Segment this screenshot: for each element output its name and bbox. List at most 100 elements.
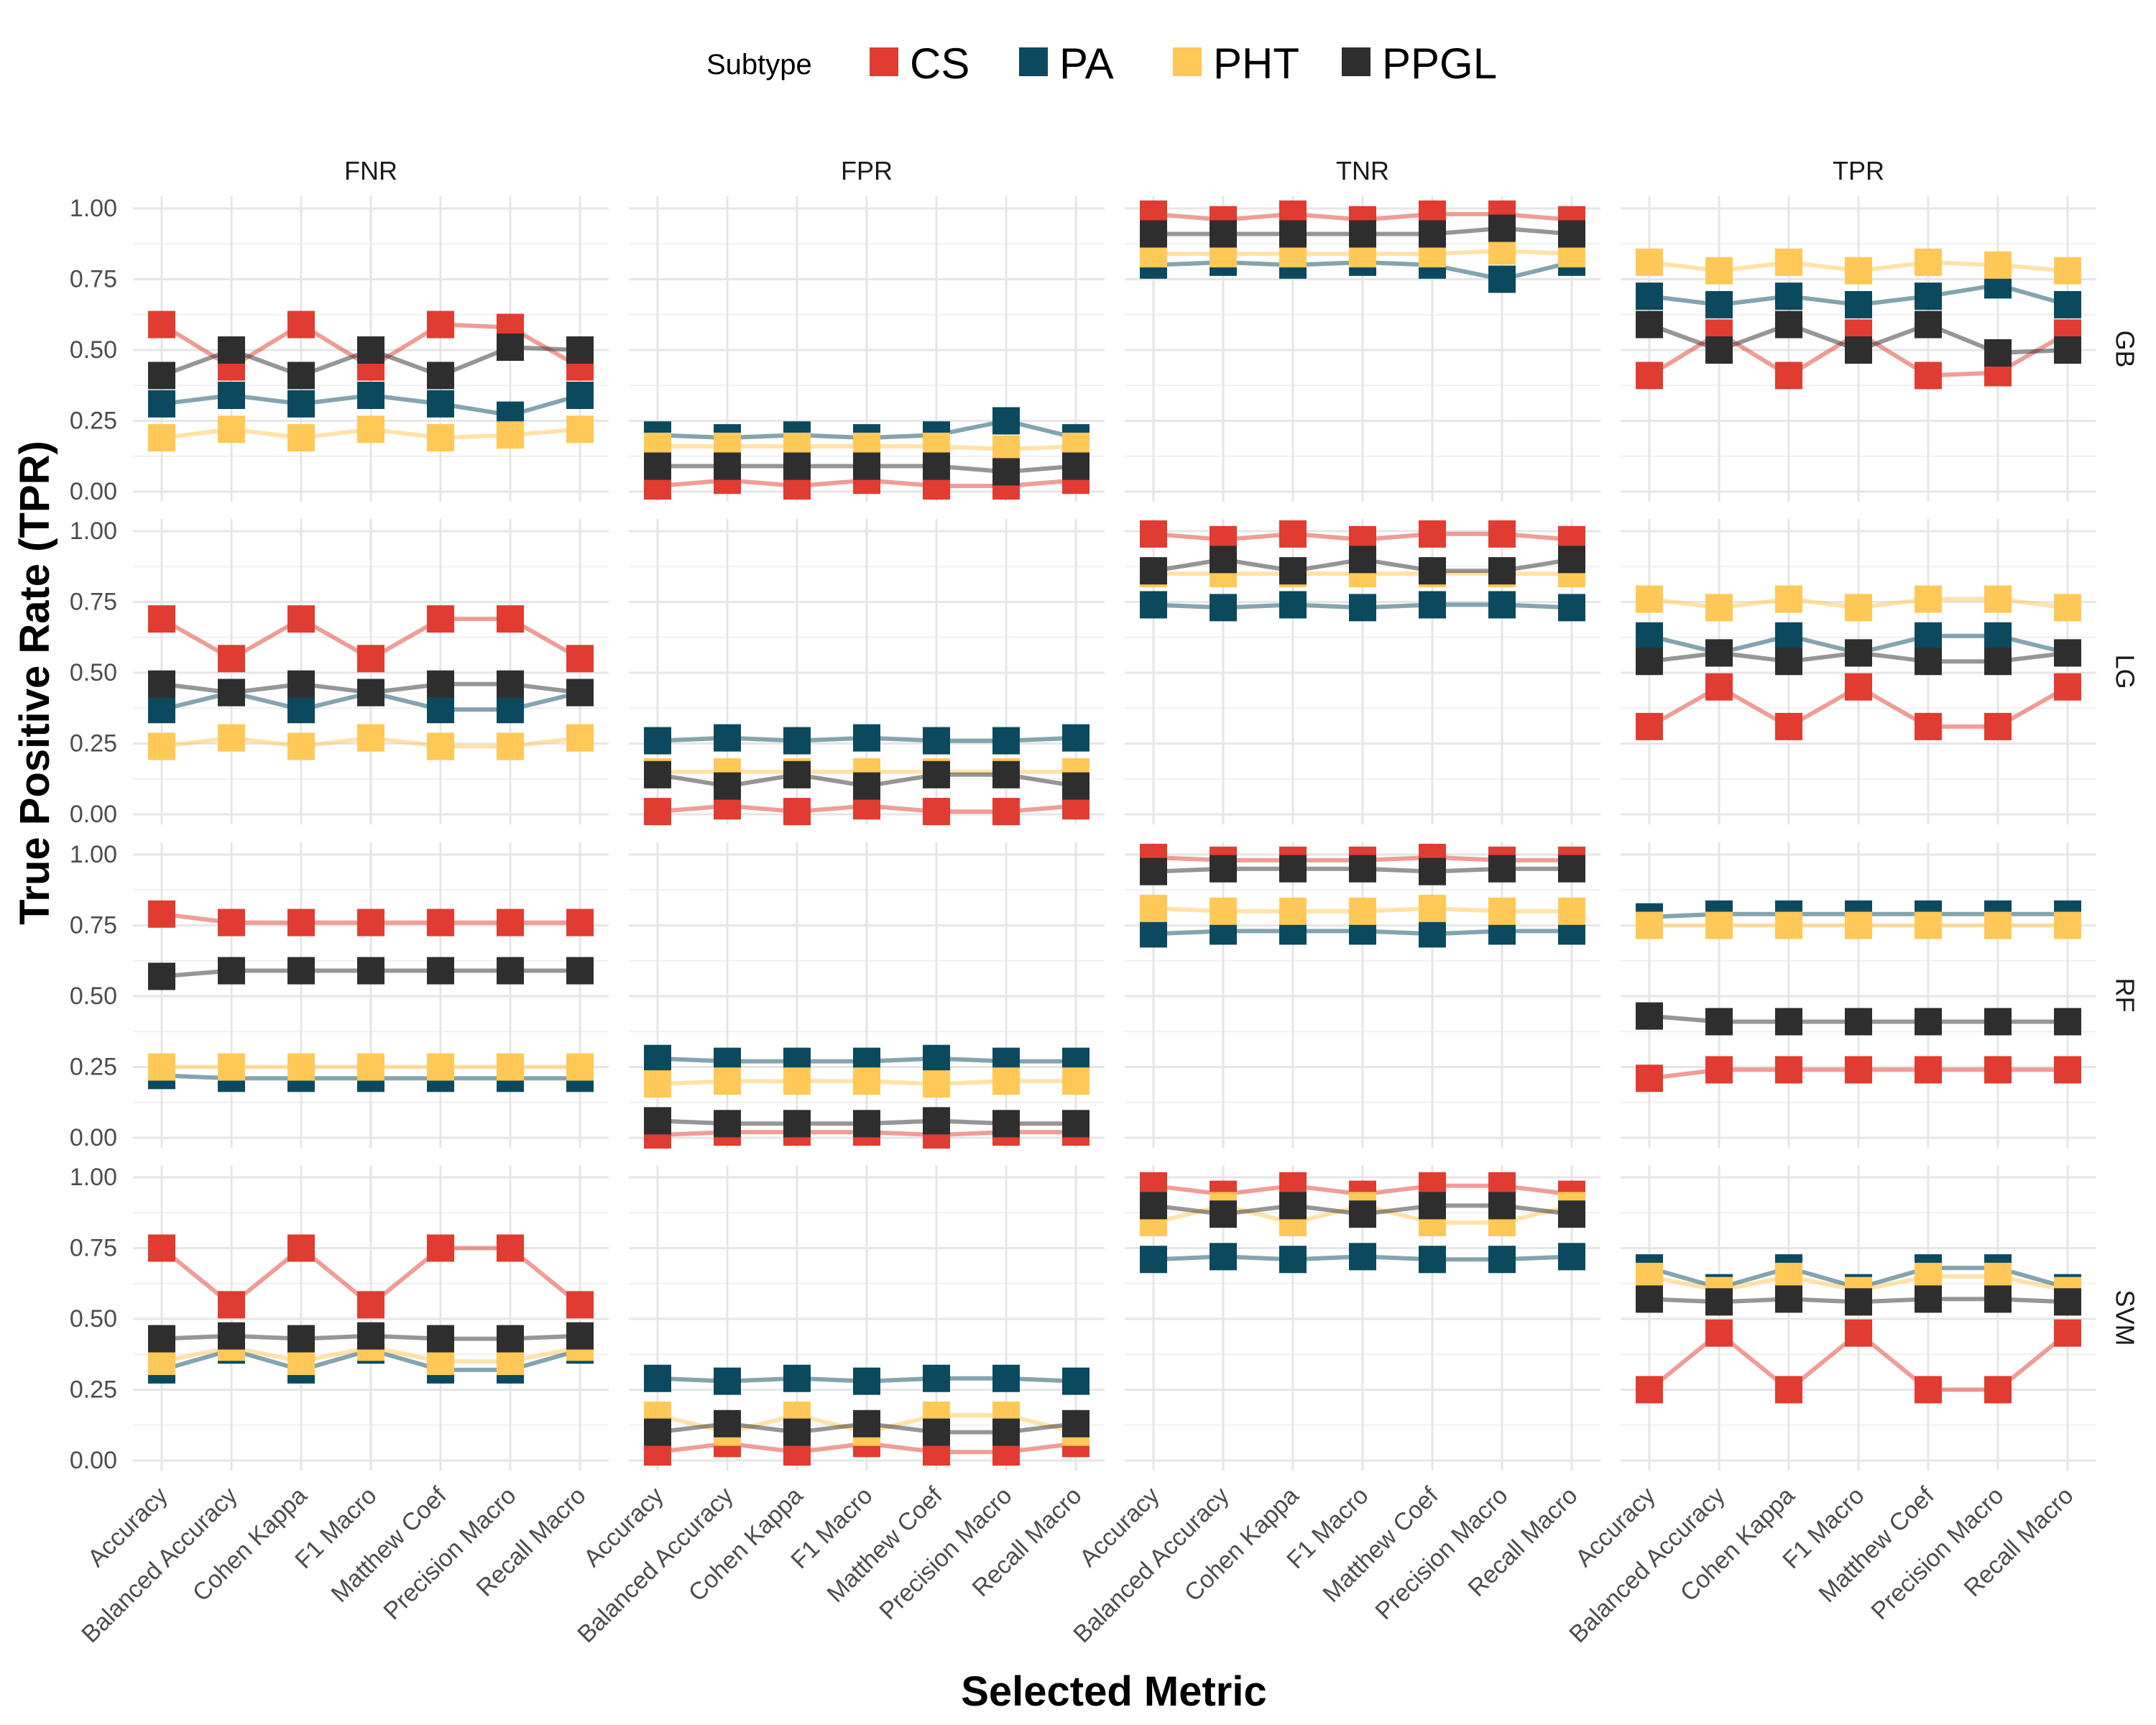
data-point — [1705, 594, 1733, 622]
data-point — [1349, 855, 1376, 883]
data-point — [427, 424, 454, 452]
data-point — [1775, 1008, 1802, 1036]
data-point — [1636, 1285, 1663, 1313]
data-point — [218, 724, 245, 752]
legend-title: Subtype — [706, 49, 812, 80]
legend-key — [870, 47, 898, 76]
data-point — [1062, 772, 1089, 800]
data-point — [2054, 594, 2081, 622]
data-point — [1210, 546, 1237, 574]
data-point — [1845, 257, 1872, 285]
y-tick-label: 0.75 — [70, 266, 117, 293]
data-point — [783, 1364, 811, 1392]
markers-RF-TNR-PPGL — [1140, 855, 1585, 886]
data-point — [497, 421, 524, 449]
data-point — [1140, 894, 1167, 922]
data-point — [148, 670, 175, 698]
markers-LG-TPR-PHT — [1636, 585, 2081, 622]
legend-key — [1173, 47, 1202, 76]
data-point — [1915, 622, 1942, 650]
markers-SVM-TPR-PPGL — [1636, 1285, 2081, 1316]
data-point — [714, 772, 741, 800]
data-point — [1705, 1319, 1733, 1347]
data-point — [1279, 557, 1307, 585]
data-point — [357, 415, 384, 443]
data-point — [1705, 1056, 1733, 1084]
y-tick-label: 0.75 — [70, 1235, 117, 1262]
data-point — [148, 1234, 175, 1262]
data-point — [1140, 520, 1167, 548]
data-point — [427, 908, 454, 937]
markers-GB-TNR-PPGL — [1140, 214, 1585, 248]
data-point — [427, 1234, 454, 1262]
data-point — [287, 696, 315, 724]
markers-SVM-FNR-PPGL — [148, 1322, 594, 1353]
data-point — [1775, 310, 1802, 339]
data-point — [1775, 362, 1802, 390]
data-point — [1915, 1008, 1942, 1036]
data-point — [357, 724, 384, 752]
data-point — [923, 760, 950, 788]
data-point — [1845, 673, 1872, 701]
data-point — [853, 1110, 880, 1138]
data-point — [1636, 1002, 1663, 1030]
strip-label: TPR — [1833, 156, 1884, 185]
data-point — [1915, 310, 1942, 339]
data-point — [357, 957, 384, 985]
strip-label: LG — [2111, 654, 2140, 689]
data-point — [1279, 1246, 1307, 1274]
data-point — [1775, 1056, 1802, 1084]
y-tick-label: 0.00 — [70, 801, 117, 828]
markers-LG-FNR-PPGL — [148, 670, 594, 707]
markers-SVM-TNR-PPGL — [1140, 1192, 1585, 1228]
data-point — [644, 1364, 671, 1392]
data-point — [1775, 712, 1802, 740]
y-tick-label: 0.25 — [70, 408, 117, 435]
data-point — [853, 452, 880, 480]
data-point — [923, 1070, 950, 1098]
data-point — [992, 727, 1020, 755]
markers-SVM-FPR-PA — [644, 1364, 1089, 1395]
data-point — [1984, 648, 2012, 676]
data-point — [1349, 1200, 1376, 1228]
markers-GB-TPR-PA — [1636, 271, 2081, 318]
data-point — [923, 727, 950, 755]
data-point — [1984, 911, 2012, 939]
data-point — [218, 1053, 245, 1081]
markers-LG-TPR-PPGL — [1636, 639, 2081, 676]
data-point — [287, 908, 315, 937]
y-tick-label: 0.25 — [70, 1054, 117, 1081]
data-point — [644, 1070, 671, 1098]
data-point — [1705, 911, 1733, 939]
data-point — [1558, 897, 1585, 925]
data-point — [1845, 911, 1872, 939]
data-point — [923, 452, 950, 480]
markers-SVM-FPR-PPGL — [644, 1409, 1089, 1446]
markers-GB-FNR-PHT — [148, 415, 594, 452]
data-point — [218, 1322, 245, 1350]
data-point — [1558, 220, 1585, 248]
legend-key — [1342, 47, 1370, 76]
data-point — [1705, 673, 1733, 701]
data-point — [1636, 648, 1663, 676]
data-point — [427, 605, 454, 633]
markers-RF-FNR-PHT — [148, 1053, 594, 1081]
data-point — [1488, 591, 1516, 619]
data-point — [992, 1067, 1020, 1095]
markers-GB-FNR-PPGL — [148, 334, 594, 390]
data-point — [714, 1110, 741, 1138]
data-point — [644, 1107, 671, 1135]
data-point — [357, 1322, 384, 1350]
markers-GB-TPR-PHT — [1636, 248, 2081, 285]
data-point — [1279, 1192, 1307, 1220]
data-point — [1419, 520, 1446, 548]
data-point — [1062, 1110, 1089, 1138]
markers-GB-TPR-PPGL — [1636, 310, 2081, 367]
data-point — [1210, 220, 1237, 248]
data-point — [1636, 911, 1663, 939]
data-point — [497, 908, 524, 937]
data-point — [566, 1053, 594, 1081]
data-point — [1558, 855, 1585, 883]
data-point — [218, 645, 245, 673]
